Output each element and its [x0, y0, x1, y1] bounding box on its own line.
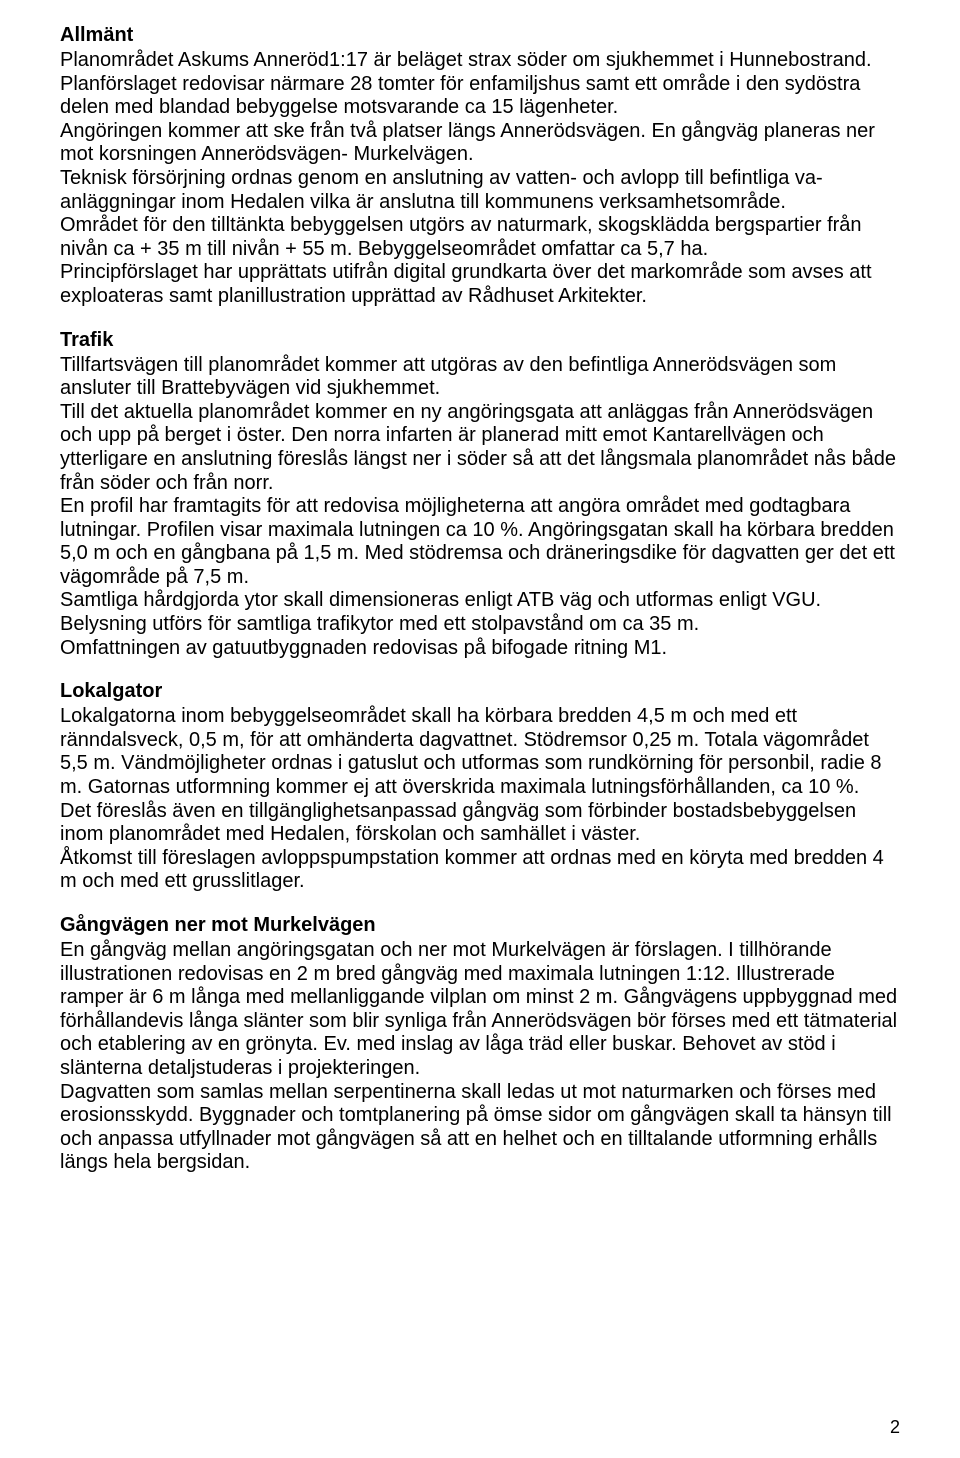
section-body-allmant: Planområdet Askums Anneröd1:17 är beläge… — [60, 49, 900, 309]
document-page: Allmänt Planområdet Askums Anneröd1:17 ä… — [0, 0, 960, 1458]
section-body-lokalgator: Lokalgatorna inom bebyggelseområdet skal… — [60, 705, 900, 894]
section-body-trafik: Tillfartsvägen till planområdet kommer a… — [60, 354, 900, 661]
section-body-gangvagen: En gångväg mellan angöringsgatan och ner… — [60, 939, 900, 1175]
section-heading-gangvagen: Gångvägen ner mot Murkelvägen — [60, 914, 900, 937]
section-heading-trafik: Trafik — [60, 329, 900, 352]
page-number: 2 — [890, 1417, 900, 1438]
section-heading-lokalgator: Lokalgator — [60, 680, 900, 703]
section-heading-allmant: Allmänt — [60, 24, 900, 47]
